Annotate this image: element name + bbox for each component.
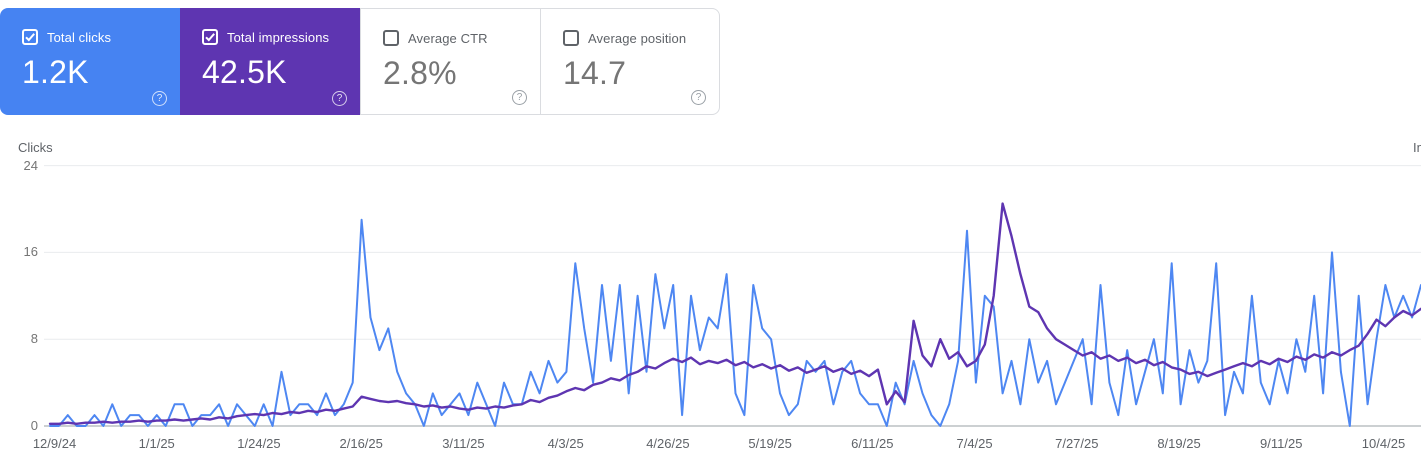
help-icon[interactable]: ? [691,90,706,105]
metric-card-average-position[interactable]: Average position 14.7 ? [540,8,720,115]
metric-card-header: Average CTR [383,29,540,47]
x-tick-label: 4/3/25 [547,436,584,451]
x-tick-label: 3/11/25 [442,436,485,451]
average-position-checkbox[interactable] [563,30,579,46]
metric-card-label: Average position [588,30,687,46]
clicks-axis-label: Clicks [18,140,53,155]
impressions-axis-label-text: Impressions [1413,140,1421,155]
total-impressions-checkbox[interactable] [202,29,218,45]
x-tick-label: 6/11/25 [851,436,894,451]
metric-card-average-ctr[interactable]: Average CTR 2.8% ? [360,8,540,115]
metric-cards: Total clicks 1.2K ? Total impressions 42… [0,8,720,115]
y-tick-label: 8 [30,331,38,347]
x-tick-label: 2/16/25 [339,436,383,451]
metric-card-label: Average CTR [408,30,488,46]
metric-card-value: 2.8% [383,55,457,91]
y-tick-label: 0 [30,418,38,433]
x-tick-label: 9/11/25 [1260,436,1303,451]
performance-line-chart[interactable]: Clicks Impressions 24 16 8 0 12/9/24 1/1/25 1… [0,115,1421,472]
metric-card-label: Total impressions [227,29,330,45]
metric-card-header: Total clicks [22,28,180,46]
x-tick-label: 10/4/25 [1361,436,1406,451]
metric-card-label: Total clicks [47,29,112,45]
x-tick-label: 5/19/25 [748,436,792,451]
x-tick-label: 1/24/25 [237,436,281,451]
metric-card-total-impressions[interactable]: Total impressions 42.5K ? [180,8,360,115]
metric-card-total-clicks[interactable]: Total clicks 1.2K ? [0,8,180,115]
y-tick-label: 24 [23,157,38,173]
metric-card-value: 14.7 [563,55,627,91]
metric-card-header: Total impressions [202,28,360,46]
metric-card-header: Average position [563,29,719,47]
x-tick-label: 1/1/25 [138,436,175,451]
total-clicks-checkbox[interactable] [22,29,38,45]
x-tick-label: 8/19/25 [1157,436,1201,451]
metric-card-value: 42.5K [202,54,287,90]
x-tick-label: 7/4/25 [956,436,993,451]
x-tick-label: 12/9/24 [32,436,77,451]
y-tick-label: 16 [23,244,38,260]
help-icon[interactable]: ? [512,90,527,105]
impressions-axis-label: Impressions [1413,140,1421,155]
help-icon[interactable]: ? [332,91,347,106]
x-tick-label: 4/26/25 [646,436,690,451]
help-icon[interactable]: ? [152,91,167,106]
average-ctr-checkbox[interactable] [383,30,399,46]
y-axis-tick-labels: 24 16 8 0 [0,0,38,472]
x-tick-label: 7/27/25 [1055,436,1099,451]
metric-card-value: 1.2K [22,54,89,90]
